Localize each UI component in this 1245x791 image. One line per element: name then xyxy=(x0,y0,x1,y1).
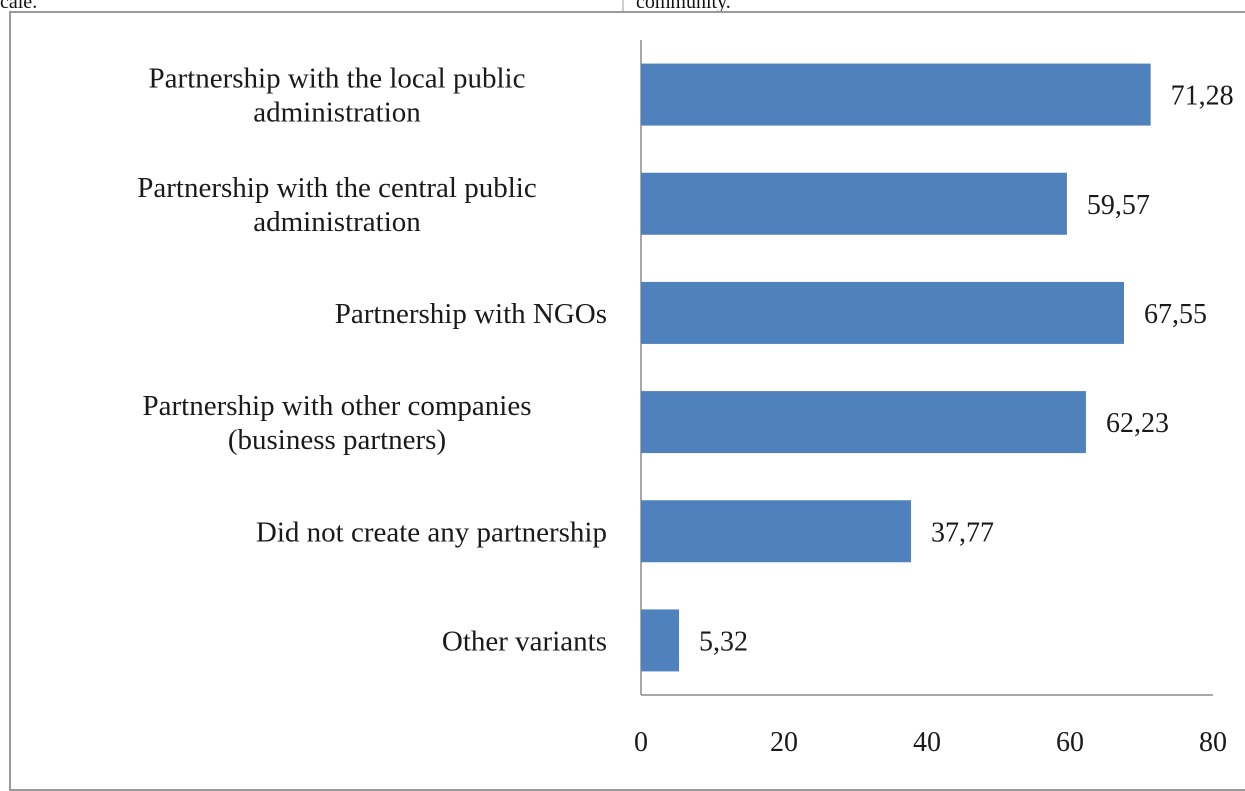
bar-value-label: 37,77 xyxy=(931,517,994,548)
bar xyxy=(641,391,1086,454)
bar-chart: 0 20 40 60 80 71,28 Partnership with the local… xyxy=(137,40,1234,758)
category-label-line: Partnership with other companies xyxy=(143,390,532,422)
bar xyxy=(641,281,1124,344)
category-label-line: Partnership with NGOs xyxy=(335,298,607,330)
category-label: Partnership with NGOs xyxy=(335,298,607,330)
category-label: Did not create any partnership xyxy=(256,516,607,548)
top-left-text-fragment: cale. xyxy=(0,0,38,13)
bar-value-label: 67,55 xyxy=(1144,299,1207,330)
bar xyxy=(641,500,912,563)
category-label-line: administration xyxy=(253,97,421,129)
page-divider xyxy=(622,0,624,12)
x-tick-label: 40 xyxy=(913,727,941,758)
bar-value-label: 62,23 xyxy=(1106,408,1169,439)
category-label-line: administration xyxy=(253,206,421,238)
category-label-line: Did not create any partnership xyxy=(256,516,607,548)
x-tick-label: 0 xyxy=(634,727,648,758)
bar xyxy=(641,609,680,672)
category-label: Partnership with the central public admin… xyxy=(137,172,536,238)
bar-value-label: 59,57 xyxy=(1087,190,1150,221)
x-tick-label: 60 xyxy=(1056,727,1084,758)
category-label-line: Partnership with the local public xyxy=(149,63,526,95)
bar xyxy=(641,63,1151,126)
category-label: Other variants xyxy=(442,625,607,657)
bar xyxy=(641,172,1067,235)
category-label-line: Partnership with the central public xyxy=(137,172,536,204)
category-label: Partnership with other companies (busines… xyxy=(143,390,532,456)
bar-value-label: 5,32 xyxy=(699,626,748,657)
top-right-text-fragment: community. xyxy=(636,0,731,13)
x-tick-label: 80 xyxy=(1199,727,1227,758)
category-label-line: Other variants xyxy=(442,625,607,657)
bar-value-label: 71,28 xyxy=(1171,81,1234,112)
x-tick-label: 20 xyxy=(770,727,798,758)
chart-frame: 0 20 40 60 80 71,28 Partnership with the local… xyxy=(9,11,1245,791)
category-label: Partnership with the local public adminis… xyxy=(149,63,526,129)
category-label-line: (business partners) xyxy=(228,424,446,456)
